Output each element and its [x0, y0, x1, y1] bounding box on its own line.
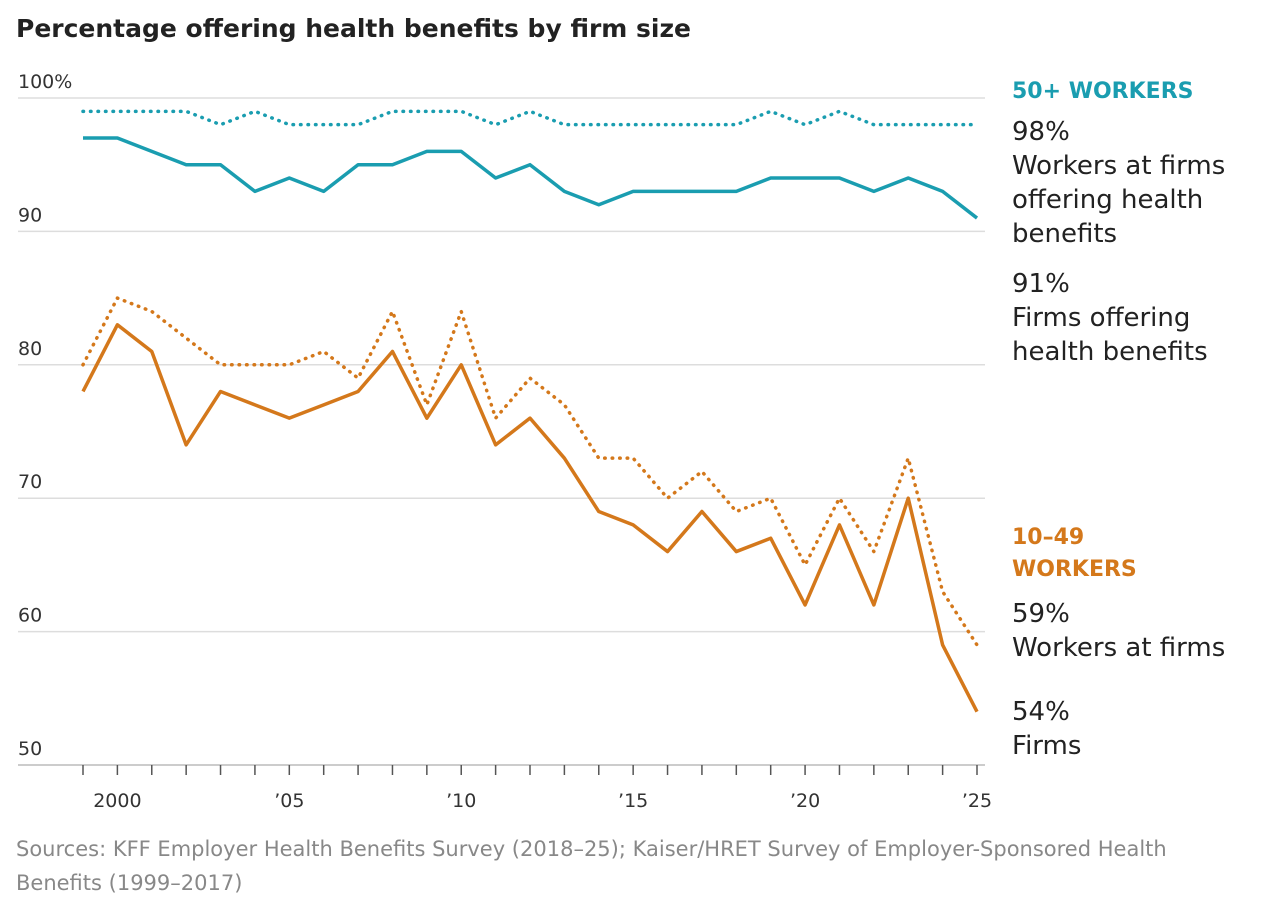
x-tick-label: 2000 — [93, 790, 141, 812]
group-label: 10–49 WORKERS — [1012, 525, 1137, 582]
x-tick-label: ’05 — [274, 790, 304, 812]
x-tick-label: ’25 — [962, 790, 992, 812]
series-label: 54% Firms — [1012, 695, 1252, 763]
series-line — [81, 296, 979, 647]
series-line — [81, 109, 979, 127]
end-value-label: 91% — [1012, 269, 1070, 299]
y-tick-label: 70 — [18, 471, 42, 493]
x-tick-label: ’20 — [790, 790, 820, 812]
y-tick-label: 90 — [18, 204, 42, 226]
y-tick-label: 100% — [18, 71, 72, 93]
series-label: 98% Workers at firms offering health ben… — [1012, 115, 1242, 251]
end-value-label: 98% — [1012, 117, 1070, 147]
y-tick-label: 80 — [18, 338, 42, 360]
x-tick-label: ’10 — [446, 790, 476, 812]
series-name: Workers at firms — [1012, 633, 1226, 663]
series-line — [83, 136, 979, 220]
source-note: Sources: KFF Employer Health Benefits Su… — [16, 837, 1167, 895]
series-label: 59% Workers at firms — [1012, 597, 1252, 665]
series-name: Firms — [1012, 731, 1082, 761]
end-value-label: 54% — [1012, 697, 1070, 727]
series-name: Firms offering health benefits — [1012, 303, 1208, 367]
group-label: 50+ WORKERS — [1012, 79, 1194, 104]
series-label: 91% Firms offering health benefits — [1012, 267, 1222, 369]
series-line — [81, 323, 979, 713]
y-tick-label: 50 — [18, 738, 42, 760]
chart-title: Percentage offering health benefits by f… — [16, 14, 692, 43]
x-tick-label: ’15 — [618, 790, 648, 812]
series-name: Workers at firms offering health benefit… — [1012, 151, 1226, 249]
y-tick-label: 60 — [18, 605, 42, 627]
end-value-label: 59% — [1012, 599, 1070, 629]
